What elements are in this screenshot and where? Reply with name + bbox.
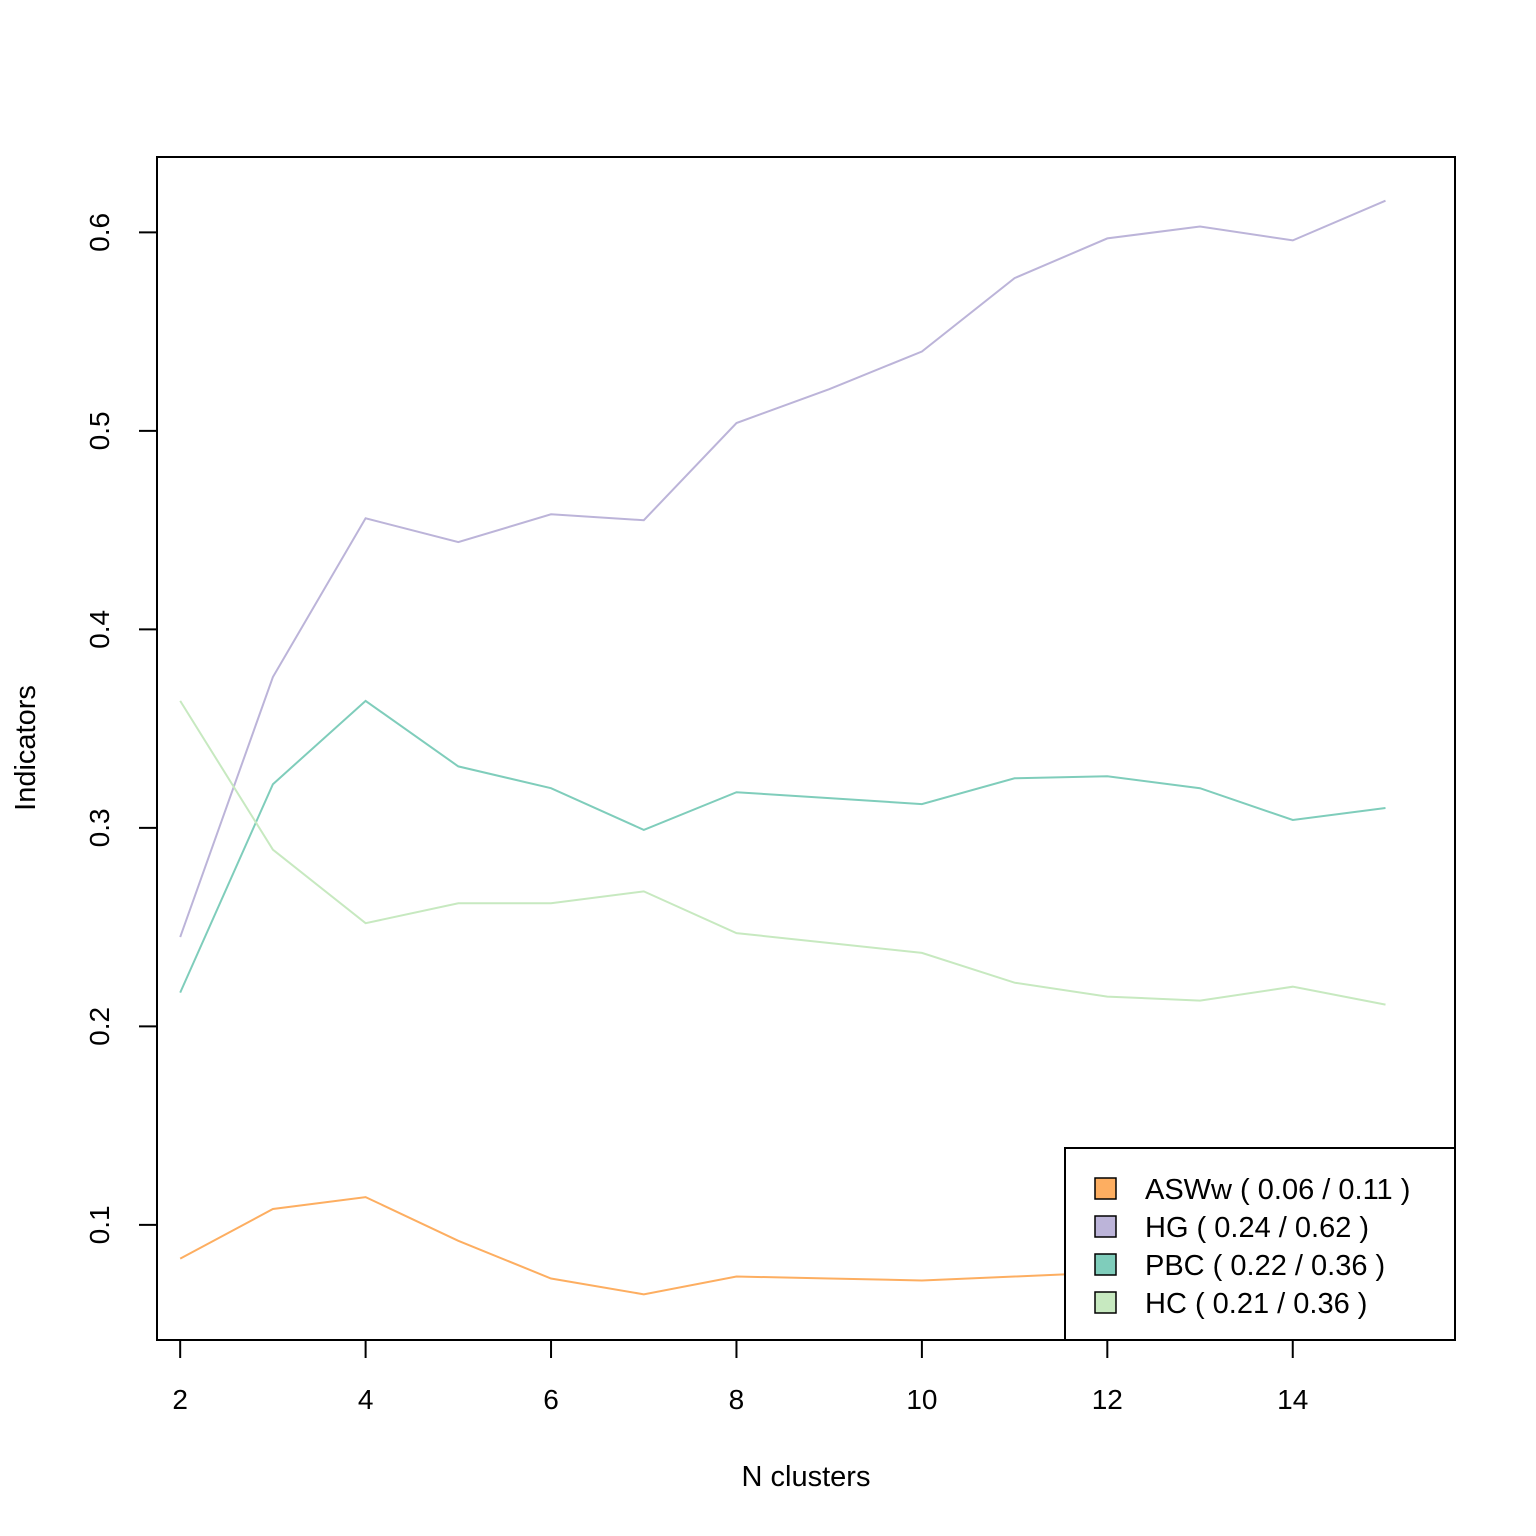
y-axis: 0.1 0.2 0.3 0.4 0.5 0.6 bbox=[84, 213, 158, 1244]
x-tick-label: 4 bbox=[358, 1384, 374, 1415]
legend-swatch bbox=[1094, 1177, 1117, 1200]
x-tick-label: 6 bbox=[543, 1384, 559, 1415]
legend-swatch bbox=[1094, 1253, 1117, 1276]
series-line-3 bbox=[179, 700, 1386, 1006]
legend-box bbox=[1064, 1147, 1456, 1341]
x-tick-label: 8 bbox=[729, 1384, 745, 1415]
x-tick-label: 14 bbox=[1277, 1384, 1308, 1415]
legend-swatch bbox=[1094, 1215, 1117, 1238]
y-tick-label: 0.1 bbox=[84, 1205, 115, 1244]
y-tick-label: 0.6 bbox=[84, 213, 115, 252]
legend-label: HC ( 0.21 / 0.36 ) bbox=[1145, 1288, 1367, 1320]
x-tick-label: 12 bbox=[1092, 1384, 1123, 1415]
x-tick-label: 10 bbox=[906, 1384, 937, 1415]
y-tick-label: 0.3 bbox=[84, 808, 115, 847]
legend-label: ASWw ( 0.06 / 0.11 ) bbox=[1145, 1174, 1410, 1206]
x-axis: 2 4 6 8 10 12 14 bbox=[172, 1339, 1308, 1415]
legend-label: PBC ( 0.22 / 0.36 ) bbox=[1145, 1250, 1385, 1282]
y-tick-label: 0.4 bbox=[84, 610, 115, 649]
y-tick-label: 0.5 bbox=[84, 411, 115, 450]
y-axis-title: Indicators bbox=[10, 685, 42, 811]
x-tick-label: 2 bbox=[172, 1384, 188, 1415]
y-tick-label: 0.2 bbox=[84, 1007, 115, 1046]
series-line-1 bbox=[179, 199, 1386, 938]
legend: ASWw ( 0.06 / 0.11 ) HG ( 0.24 / 0.62 ) PB… bbox=[1064, 1147, 1456, 1341]
series-line-2 bbox=[179, 699, 1386, 994]
legend-swatch bbox=[1094, 1291, 1117, 1314]
x-axis-title: N clusters bbox=[742, 1461, 871, 1493]
legend-label: HG ( 0.24 / 0.62 ) bbox=[1145, 1212, 1369, 1244]
